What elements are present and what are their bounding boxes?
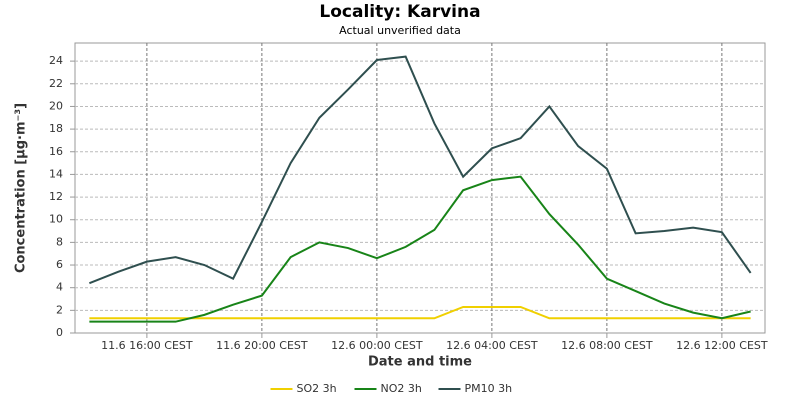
y-tick-label: 10 <box>49 213 63 226</box>
y-tick-label: 6 <box>56 258 63 271</box>
y-tick-label: 4 <box>56 281 63 294</box>
y-tick-label: 18 <box>49 122 63 135</box>
legend-label: SO2 3h <box>297 382 337 395</box>
legend-label: PM10 3h <box>465 382 513 395</box>
y-tick-label: 8 <box>56 235 63 248</box>
y-tick-label: 22 <box>49 77 63 90</box>
series-line <box>89 175 751 323</box>
x-axis-label: Date and time <box>368 355 472 370</box>
series-line <box>89 305 751 320</box>
y-tick-label: 2 <box>56 303 63 316</box>
plot-area <box>74 42 766 334</box>
x-tick-label: 12.6 12:00 CEST <box>676 339 768 352</box>
y-tick-label: 24 <box>49 54 63 67</box>
x-tick-label: 12.6 04:00 CEST <box>446 339 538 352</box>
chart-subtitle: Actual unverified data <box>339 24 461 37</box>
y-tick-label: 20 <box>49 99 63 112</box>
x-tick-label: 11.6 16:00 CEST <box>101 339 193 352</box>
y-tick-label: 12 <box>49 190 63 203</box>
x-tick-label: 12.6 00:00 CEST <box>331 339 423 352</box>
y-tick-label: 0 <box>56 326 63 339</box>
x-tick-label: 12.6 08:00 CEST <box>561 339 653 352</box>
series-line <box>89 55 752 285</box>
y-tick-label: 16 <box>49 145 63 158</box>
chart-title: Locality: Karvina <box>319 2 480 22</box>
y-tick-label: 14 <box>49 167 63 180</box>
x-tick-label: 11.6 20:00 CEST <box>216 339 308 352</box>
y-axis-label: Concentration [µg·m⁻³] <box>14 103 29 273</box>
legend-label: NO2 3h <box>381 382 422 395</box>
